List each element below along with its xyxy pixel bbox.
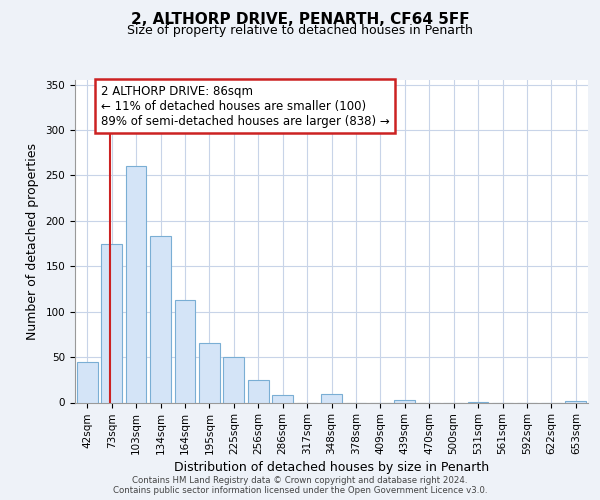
- Text: 2 ALTHORP DRIVE: 86sqm
← 11% of detached houses are smaller (100)
89% of semi-de: 2 ALTHORP DRIVE: 86sqm ← 11% of detached…: [101, 84, 389, 128]
- Bar: [175, 300, 196, 402]
- Bar: [101, 244, 122, 402]
- Text: Size of property relative to detached houses in Penarth: Size of property relative to detached ho…: [127, 24, 473, 37]
- Bar: [565, 400, 586, 402]
- Bar: [321, 394, 342, 402]
- Bar: [125, 166, 146, 402]
- Text: 2, ALTHORP DRIVE, PENARTH, CF64 5FF: 2, ALTHORP DRIVE, PENARTH, CF64 5FF: [131, 12, 469, 28]
- Bar: [77, 362, 98, 403]
- X-axis label: Distribution of detached houses by size in Penarth: Distribution of detached houses by size …: [174, 462, 489, 474]
- Text: Contains HM Land Registry data © Crown copyright and database right 2024.: Contains HM Land Registry data © Crown c…: [132, 476, 468, 485]
- Text: Contains public sector information licensed under the Open Government Licence v3: Contains public sector information licen…: [113, 486, 487, 495]
- Bar: [248, 380, 269, 402]
- Bar: [223, 357, 244, 403]
- Bar: [150, 236, 171, 402]
- Bar: [394, 400, 415, 402]
- Bar: [199, 344, 220, 402]
- Bar: [272, 395, 293, 402]
- Y-axis label: Number of detached properties: Number of detached properties: [26, 143, 38, 340]
